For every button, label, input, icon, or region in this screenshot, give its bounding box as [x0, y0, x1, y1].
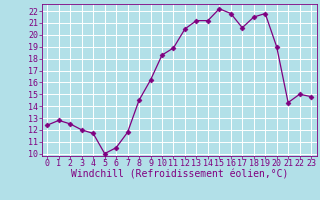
X-axis label: Windchill (Refroidissement éolien,°C): Windchill (Refroidissement éolien,°C): [70, 170, 288, 180]
